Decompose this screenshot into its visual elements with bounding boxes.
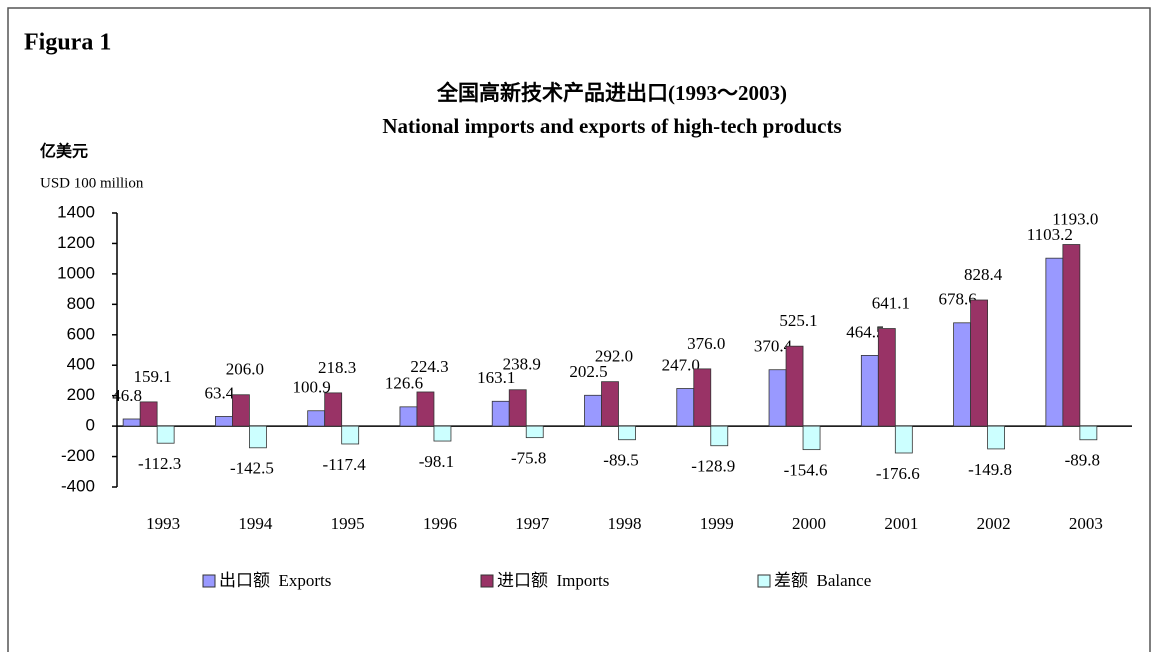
data-label: -154.6 — [784, 461, 828, 480]
data-label: 1103.2 — [1027, 225, 1073, 244]
data-label: 100.9 — [293, 378, 331, 397]
data-label: 218.3 — [318, 358, 356, 377]
bar — [249, 425, 267, 449]
bar — [877, 328, 896, 427]
data-label: -89.5 — [603, 451, 638, 470]
bar — [491, 400, 510, 427]
data-label: -142.5 — [230, 459, 274, 478]
data-label: 292.0 — [595, 347, 633, 366]
x-tick-label: 2001 — [884, 514, 918, 533]
y-tick-label: 1000 — [57, 263, 95, 282]
legend-label: 出口额 Exports — [219, 571, 331, 590]
bar — [215, 416, 233, 427]
bar — [768, 369, 787, 427]
data-label: 678.6 — [938, 290, 976, 309]
y-axis-label: USD 100 million — [40, 175, 144, 191]
bar — [970, 299, 988, 427]
data-label: 163.1 — [477, 368, 515, 387]
figure-label: Figura 1 — [24, 30, 111, 56]
bar — [987, 425, 1005, 450]
bar — [399, 406, 418, 427]
bar — [618, 425, 636, 441]
bar — [676, 388, 695, 427]
bar — [156, 425, 175, 444]
data-label: 828.4 — [964, 265, 1003, 284]
x-tick-label: 2003 — [1069, 514, 1103, 533]
legend-swatch — [202, 574, 216, 588]
data-label: -98.1 — [419, 452, 454, 471]
bar — [139, 401, 158, 427]
data-label: 202.5 — [569, 362, 607, 381]
bar — [416, 391, 435, 427]
bar — [122, 418, 141, 427]
data-label: 126.6 — [385, 374, 423, 393]
x-tick-label: 2000 — [792, 514, 826, 533]
data-label: 464.5 — [846, 322, 884, 341]
data-label: 63.4 — [205, 383, 235, 402]
bar — [693, 368, 712, 427]
bar — [802, 425, 821, 451]
bar — [584, 394, 602, 427]
data-label: 224.3 — [410, 357, 448, 376]
y-tick-label: 200 — [67, 385, 95, 404]
x-tick-label: 2002 — [977, 514, 1011, 533]
data-label: 376.0 — [687, 334, 725, 353]
bar — [601, 381, 619, 427]
x-tick-label: 1998 — [608, 514, 642, 533]
data-label: 159.1 — [134, 367, 172, 386]
bar — [894, 425, 913, 454]
data-label: 641.1 — [872, 293, 910, 312]
y-tick-label: -200 — [61, 446, 95, 465]
data-label: -89.8 — [1065, 451, 1100, 470]
bar — [433, 425, 452, 442]
data-label: -128.9 — [691, 457, 735, 476]
x-tick-label: 1999 — [700, 514, 734, 533]
y-tick-label: 1400 — [57, 202, 95, 221]
y-tick-label: 800 — [67, 294, 95, 313]
bar — [953, 322, 971, 427]
bar — [324, 392, 343, 427]
data-label: 370.4 — [754, 337, 793, 356]
bar — [508, 389, 527, 427]
chart-subtitle: National imports and exports of high-tec… — [382, 114, 841, 138]
data-label: 46.8 — [112, 386, 142, 405]
y-tick-label: 600 — [67, 324, 95, 343]
data-label: 247.0 — [662, 355, 700, 374]
x-tick-label: 1996 — [423, 514, 457, 533]
bar — [232, 394, 250, 427]
bar — [785, 345, 804, 427]
data-label: -75.8 — [511, 449, 546, 468]
data-label: 1193.0 — [1052, 209, 1098, 228]
y-tick-label: -400 — [61, 476, 95, 495]
legend-label: 进口额 Imports — [497, 571, 609, 590]
data-label: 206.0 — [226, 360, 264, 379]
data-label: 238.9 — [503, 355, 541, 374]
x-tick-label: 1994 — [238, 514, 273, 533]
bar — [860, 355, 879, 427]
data-label: -176.6 — [876, 464, 920, 483]
bar — [1062, 244, 1081, 427]
x-tick-label: 1995 — [331, 514, 365, 533]
data-label: 525.1 — [779, 311, 817, 330]
bar — [341, 425, 360, 445]
bar — [710, 425, 729, 447]
y-tick-label: 400 — [67, 355, 95, 374]
data-label: -149.8 — [968, 460, 1012, 479]
y-tick-label: 0 — [86, 416, 95, 435]
x-tick-label: 1997 — [515, 514, 550, 533]
data-label: -112.3 — [138, 454, 181, 473]
y-tick-label: 1200 — [57, 233, 95, 252]
x-tick-label: 1993 — [146, 514, 180, 533]
legend-swatch — [480, 574, 494, 588]
legend-label: 差额 Balance — [774, 571, 871, 590]
chart-title: 全国高新技术产品进出口(1993～2003) — [436, 81, 787, 105]
bar — [307, 410, 326, 427]
bar — [1079, 425, 1098, 441]
legend-swatch — [757, 574, 771, 588]
bar — [525, 425, 544, 439]
bar — [1045, 257, 1064, 427]
data-label: -117.4 — [323, 455, 367, 474]
y-axis-label: 亿美元 — [40, 142, 88, 161]
